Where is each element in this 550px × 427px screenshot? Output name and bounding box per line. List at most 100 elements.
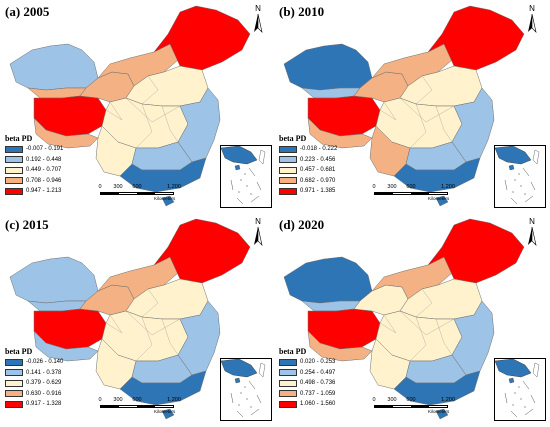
region-east-coast	[451, 300, 495, 376]
region-tibet-south	[33, 117, 99, 149]
scale-bar-graphic	[100, 405, 174, 408]
scale-tick: 1,200	[167, 184, 181, 190]
inset-map	[494, 358, 540, 418]
legend-title: beta PD	[5, 134, 33, 143]
legend-label: 0.947 - 1.213	[26, 188, 62, 195]
scale-tick: 600	[132, 397, 142, 403]
map-legend: beta PD -0.007 - 0.191 0.192 - 0.448 0.449 …	[5, 134, 87, 197]
legend-item: -0.007 - 0.191	[5, 144, 87, 155]
panel-title: (b) 2010	[279, 4, 325, 19]
legend-item: 0.498 - 0.736	[279, 378, 361, 389]
legend-swatch	[279, 177, 297, 185]
legend-title: beta PD	[5, 347, 33, 356]
legend-label: 0.254 - 0.497	[300, 369, 336, 376]
scale-bar: 0 300 600 1,200 Kilometers	[368, 184, 458, 210]
legend-label: -0.026 - 0.140	[26, 359, 64, 366]
north-arrow: N	[520, 4, 544, 34]
scale-tick: 300	[387, 397, 397, 403]
north-arrow: N	[246, 4, 270, 34]
north-arrow-icon	[528, 13, 537, 33]
scale-bar-graphic	[100, 192, 174, 195]
scale-unit: Kilometers	[154, 409, 176, 414]
south-china-sea-inset	[220, 145, 272, 208]
legend-label: 0.141 - 0.378	[26, 369, 62, 376]
legend-swatch	[279, 369, 297, 377]
legend-swatch	[5, 145, 23, 153]
legend-label: 0.498 - 0.736	[300, 380, 336, 387]
county-boundaries	[105, 75, 181, 149]
legend-item: 0.223 - 0.456	[279, 155, 361, 166]
legend-swatch	[5, 156, 23, 164]
legend-label: 0.917 - 1.328	[26, 401, 62, 408]
legend-item: 0.682 - 0.970	[279, 176, 361, 187]
legend-label: 0.020 - 0.253	[300, 359, 336, 366]
inset-map	[220, 358, 266, 418]
scale-tick: 600	[132, 184, 142, 190]
south-china-sea-inset	[220, 358, 272, 421]
map-legend: beta PD -0.018 - 0.222 0.223 - 0.456 0.457 …	[279, 134, 361, 197]
legend-item: 0.737 - 1.059	[279, 389, 361, 400]
north-arrow-icon	[254, 226, 263, 246]
scale-tick: 300	[113, 184, 123, 190]
scale-tick: 600	[406, 397, 416, 403]
legend-item: 0.917 - 1.328	[5, 399, 87, 410]
region-hainan	[435, 195, 449, 207]
legend-swatch	[5, 390, 23, 398]
legend-swatch	[279, 187, 297, 195]
map-legend: beta PD -0.026 - 0.140 0.141 - 0.378 0.379 …	[5, 347, 87, 410]
legend-item: 0.971 - 1.385	[279, 186, 361, 197]
scale-tick: 600	[406, 184, 416, 190]
region-south-coast	[119, 157, 207, 193]
north-arrow: N	[520, 217, 544, 247]
panel-title: (a) 2005	[5, 4, 50, 19]
region-xinjiang	[9, 43, 99, 91]
legend-item: -0.018 - 0.222	[279, 144, 361, 155]
legend-item: 0.708 - 0.946	[5, 176, 87, 187]
legend-item: 0.141 - 0.378	[5, 368, 87, 379]
legend-swatch	[5, 177, 23, 185]
region-inner-mongolia	[97, 43, 179, 87]
legend-swatch	[279, 358, 297, 366]
region-south-coast	[119, 370, 207, 406]
region-east-coast	[177, 300, 221, 376]
county-boundaries	[379, 75, 455, 149]
region-xinjiang	[283, 43, 373, 91]
scale-tick: 0	[98, 397, 102, 403]
region-tibet-south	[33, 330, 99, 362]
region-east-coast	[177, 87, 221, 163]
north-label: N	[529, 217, 535, 226]
scale-tick: 1,200	[167, 397, 181, 403]
scale-bar-graphic	[374, 405, 448, 408]
region-hainan	[435, 408, 449, 420]
region-inner-mongolia	[371, 256, 453, 300]
scale-tick: 0	[372, 397, 376, 403]
north-arrow-icon	[528, 226, 537, 246]
panel-title: (d) 2020	[279, 217, 325, 232]
legend-swatch	[5, 369, 23, 377]
panel-title: (c) 2015	[5, 217, 49, 232]
legend-label: 0.457 - 0.681	[300, 167, 336, 174]
legend-swatch	[279, 145, 297, 153]
legend-item: 0.947 - 1.213	[5, 186, 87, 197]
north-label: N	[529, 4, 535, 13]
legend-label: 0.708 - 0.946	[26, 177, 62, 184]
legend-label: -0.018 - 0.222	[300, 146, 338, 153]
map-legend: beta PD 0.020 - 0.253 0.254 - 0.497 0.498 -…	[279, 347, 361, 410]
legend-swatch	[5, 400, 23, 408]
north-arrow: N	[246, 217, 270, 247]
south-china-sea-inset	[494, 145, 546, 208]
scale-tick: 0	[372, 184, 376, 190]
scale-bar: 0 300 600 1,200 Kilometers	[94, 184, 184, 210]
scale-tick: 0	[98, 184, 102, 190]
legend-label: 0.449 - 0.707	[26, 167, 62, 174]
china-map	[283, 5, 525, 207]
region-tibet-south	[307, 117, 373, 149]
region-south-coast	[393, 157, 481, 193]
scale-tick: 300	[387, 184, 397, 190]
legend-item: 0.020 - 0.253	[279, 357, 361, 368]
scale-tick: 1,200	[441, 397, 455, 403]
county-boundaries	[105, 288, 181, 362]
